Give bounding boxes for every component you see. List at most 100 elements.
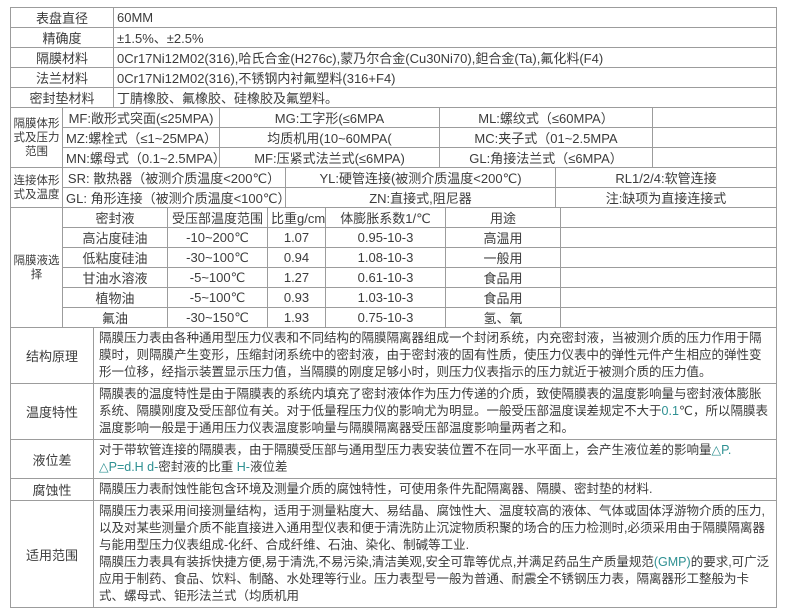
table-row: 氟油 -30~150℃ 1.93 0.75-10-3 氢、氧 — [11, 307, 777, 328]
membrane-form-table: 隔膜体形式及压力范围 MF:敞形式突面(≤25MPA) MG:工字形(≤6MPA… — [10, 107, 777, 168]
section-label-scope: 适用范围 — [10, 500, 94, 608]
corrosion-body: 隔膜压力表耐蚀性能包含环境及测量介质的腐蚀特性，可使用条件先配隔离器、隔膜、密封… — [99, 482, 653, 496]
liquid-cell: 1.03-10-3 — [325, 287, 446, 308]
column-header: 受压部温度范围 — [167, 207, 268, 228]
corrosion-text: 隔膜压力表耐蚀性能包含环境及测量介质的腐蚀特性，可使用条件先配隔离器、隔膜、密封… — [93, 478, 777, 501]
membrane-cell: GL:角接法兰式（≤6MPA） — [439, 147, 653, 168]
empty-cell — [560, 227, 777, 248]
membrane-cell: ML:螺纹式（≤60MPA） — [439, 107, 653, 128]
table-row: 植物油 -5~100℃ 0.93 1.03-10-3 食品用 — [11, 287, 777, 308]
spec-value: 丁腈橡胶、氟橡胶、硅橡胶及氟塑料。 — [113, 87, 777, 108]
spec-value: 0Cr17Ni12M02(316),哈氏合金(H276c),蒙乃尔合金(Cu30… — [113, 47, 777, 68]
connection-cell: RL1/2/4:软管连接 — [555, 167, 777, 188]
liquid-cell: 0.95-10-3 — [325, 227, 446, 248]
table-row: 连接体形式及温度 SR: 散热器（被测介质温度<200℃） YL:硬管连接(被测… — [10, 167, 777, 208]
liquid-cell: 高温用 — [445, 227, 561, 248]
table-row: MN:螺母式（0.1~2.5MPA） MF:压紧式法兰式(≤6MPA) GL:角… — [11, 147, 777, 168]
connection-form-table: 连接体形式及温度 SR: 散热器（被测介质温度<200℃） YL:硬管连接(被测… — [10, 167, 777, 208]
temperature-text: 隔膜表的温度特性是由于隔膜表的系统内填充了密封液体作为压力传递的介质，致使隔膜表… — [93, 383, 777, 440]
spec-label: 密封垫材料 — [10, 87, 114, 108]
level-body: 对于带软管连接的隔膜表，由于隔膜受压部与通用型压力表安装位置不在同一水平面上，会… — [99, 443, 712, 457]
seal-liquid-table: 隔膜液选择 密封液 受压部温度范围 比重g/cm 体膨胀系数1/℃ 用途 高沾度… — [10, 207, 777, 328]
column-header: 密封液 — [62, 207, 168, 228]
section-label-corrosion: 腐蚀性 — [10, 478, 94, 501]
liquid-cell: 氢、氧 — [445, 307, 561, 328]
liquid-cell: 食品用 — [445, 287, 561, 308]
section-label-membrane: 隔膜体形式及压力范围 — [10, 107, 63, 168]
liquid-cell: 食品用 — [445, 267, 561, 288]
liquid-cell: 植物油 — [62, 287, 168, 308]
section-label-temperature: 温度特性 — [10, 383, 94, 440]
empty-cell — [560, 267, 777, 288]
spec-label: 隔膜材料 — [10, 47, 114, 68]
table-row: 腐蚀性 隔膜压力表耐蚀性能包含环境及测量介质的腐蚀特性，可使用条件先配隔离器、隔… — [10, 478, 777, 501]
liquid-cell: 高沾度硅油 — [62, 227, 168, 248]
liquid-cell: 0.61-10-3 — [325, 267, 446, 288]
table-row: 低粘度硅油 -30~100℃ 0.94 1.08-10-3 一般用 — [11, 247, 777, 268]
table-row: 高沾度硅油 -10~200℃ 1.07 0.95-10-3 高温用 — [11, 227, 777, 248]
principle-text: 隔膜压力表由各种通用型压力仪表和不同结构的隔膜隔离器组成一个封闭系统，内充密封液… — [93, 327, 777, 384]
column-header: 用途 — [445, 207, 561, 228]
membrane-cell: MN:螺母式（0.1~2.5MPA） — [62, 147, 220, 168]
liquid-cell: 1.93 — [267, 307, 326, 328]
membrane-cell: MG:工字形(≤6MPA — [219, 107, 440, 128]
table-row: 隔膜液选择 密封液 受压部温度范围 比重g/cm 体膨胀系数1/℃ 用途 — [10, 207, 777, 328]
temperature-highlight: 0.1 — [661, 404, 679, 418]
spec-value: 60MM — [113, 7, 777, 28]
table-row: 密封垫材料 丁腈橡胶、氟橡胶、硅橡胶及氟塑料。 — [10, 87, 777, 108]
spec-value: 0Cr17Ni12M02(316),不锈钢内衬氟塑料(316+F4) — [113, 67, 777, 88]
table-row: 温度特性 隔膜表的温度特性是由于隔膜表的系统内填充了密封液体作为压力传递的介质，… — [10, 383, 777, 440]
scope-text: 隔膜压力表采用间接测量结构，适用于测量粘度大、易结晶、腐蚀性大、温度较高的液体、… — [93, 500, 777, 608]
connection-cell: ZN:直接式,阻尼器 — [285, 187, 556, 208]
spec-label: 精确度 — [10, 27, 114, 48]
table-row: GL: 角形连接（被测介质温度<100℃） ZN:直接式,阻尼器 注:缺项为直接… — [11, 187, 777, 208]
level-body: 液位差 — [249, 460, 288, 474]
temperature-body: 隔膜表的温度特性是由于隔膜表的系统内填充了密封液体作为压力传递的介质，致使隔膜表… — [99, 387, 762, 418]
level-body: 密封液的比重 — [158, 460, 237, 474]
scope-gmp-highlight: (GMP) — [653, 555, 691, 569]
membrane-cell: MC:夹子式（01~2.5MPA — [439, 127, 653, 148]
table-row: 表盘直径 60MM — [10, 7, 777, 28]
table-row: 隔膜材料 0Cr17Ni12M02(316),哈氏合金(H276c),蒙乃尔合金… — [10, 47, 777, 68]
principle-body: 隔膜压力表由各种通用型压力仪表和不同结构的隔膜隔离器组成一个封闭系统，内充密封液… — [99, 331, 762, 379]
liquid-cell: -10~200℃ — [167, 227, 268, 248]
membrane-cell: MF:压紧式法兰式(≤6MPA) — [219, 147, 440, 168]
liquid-cell: -5~100℃ — [167, 267, 268, 288]
liquid-cell: 一般用 — [445, 247, 561, 268]
table-row: 精确度 ±1.5%、±2.5% — [10, 27, 777, 48]
connection-cell: 注:缺项为直接连接式 — [555, 187, 777, 208]
membrane-cell: MF:敞形式突面(≤25MPA) — [62, 107, 220, 128]
table-row: 液位差 对于带软管连接的隔膜表，由于隔膜受压部与通用型压力表安装位置不在同一水平… — [10, 439, 777, 479]
level-text: 对于带软管连接的隔膜表，由于隔膜受压部与通用型压力表安装位置不在同一水平面上，会… — [93, 439, 777, 479]
table-row: MZ:螺栓式（≤1~25MPA） 均质机用(10~60MPA( MC:夹子式（0… — [11, 127, 777, 148]
membrane-cell: MZ:螺栓式（≤1~25MPA） — [62, 127, 220, 148]
spec-value: ±1.5%、±2.5% — [113, 27, 777, 48]
empty-cell — [652, 107, 777, 128]
table-row: 结构原理 隔膜压力表由各种通用型压力仪表和不同结构的隔膜隔离器组成一个封闭系统，… — [10, 327, 777, 384]
empty-cell — [652, 147, 777, 168]
empty-cell — [560, 287, 777, 308]
column-header: 体膨胀系数1/℃ — [325, 207, 446, 228]
spec-label: 表盘直径 — [10, 7, 114, 28]
section-label-principle: 结构原理 — [10, 327, 94, 384]
liquid-cell: 氟油 — [62, 307, 168, 328]
membrane-cell: 均质机用(10~60MPA( — [219, 127, 440, 148]
liquid-cell: 1.08-10-3 — [325, 247, 446, 268]
connection-cell: SR: 散热器（被测介质温度<200℃） — [62, 167, 286, 188]
liquid-cell: 1.27 — [267, 267, 326, 288]
level-h-highlight: H- — [236, 460, 250, 474]
liquid-cell: -30~150℃ — [167, 307, 268, 328]
scope-body: 隔膜压力表具有装拆快捷方便,易于清洗,不易污染,清洁美观,安全可靠等优点,并满足… — [99, 555, 654, 569]
table-row: 法兰材料 0Cr17Ni12M02(316),不锈钢内衬氟塑料(316+F4) — [10, 67, 777, 88]
description-table: 结构原理 隔膜压力表由各种通用型压力仪表和不同结构的隔膜隔离器组成一个封闭系统，… — [10, 327, 777, 608]
scope-paragraph-2: 隔膜压力表具有装拆快捷方便,易于清洗,不易污染,清洁美观,安全可靠等优点,并满足… — [99, 554, 771, 605]
empty-cell — [560, 307, 777, 328]
column-header: 比重g/cm — [267, 207, 326, 228]
table-row: 甘油水溶液 -5~100℃ 1.27 0.61-10-3 食品用 — [11, 267, 777, 288]
section-label-connection: 连接体形式及温度 — [10, 167, 63, 208]
connection-cell: GL: 角形连接（被测介质温度<100℃） — [62, 187, 286, 208]
liquid-cell: 0.94 — [267, 247, 326, 268]
section-label-liquid: 隔膜液选择 — [10, 207, 63, 328]
table-row: 隔膜体形式及压力范围 MF:敞形式突面(≤25MPA) MG:工字形(≤6MPA… — [10, 107, 777, 168]
empty-cell — [652, 127, 777, 148]
